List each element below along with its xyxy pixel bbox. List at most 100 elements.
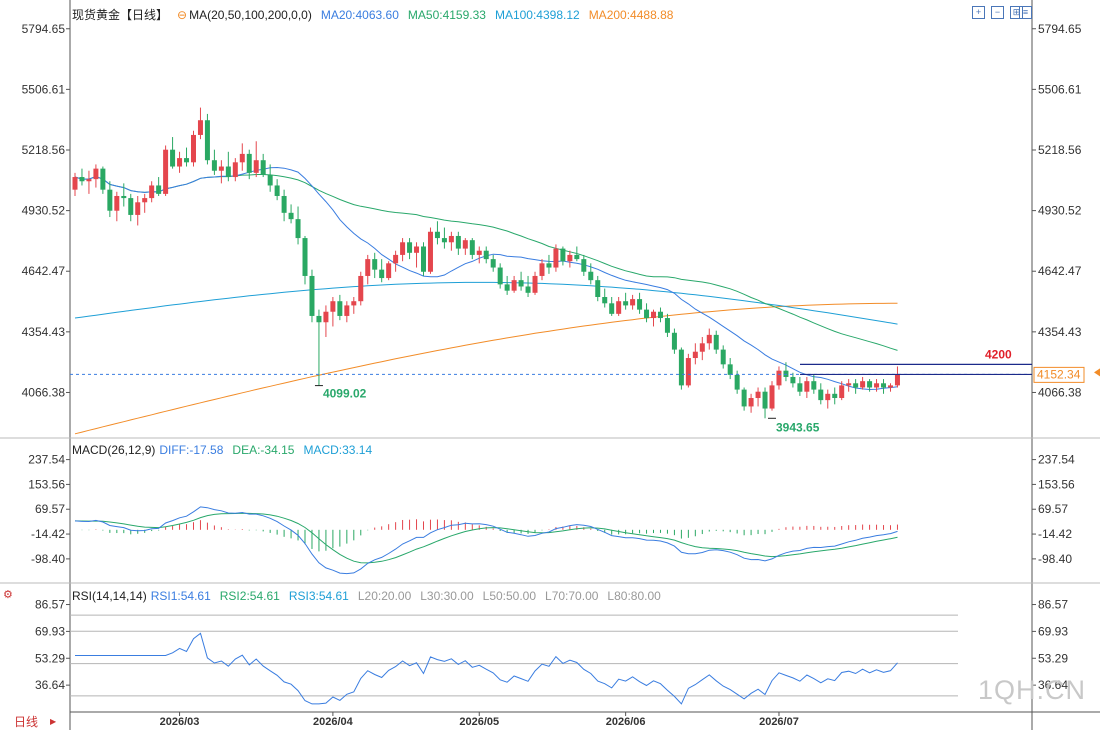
period-selector[interactable]: 日线 ▶ — [0, 713, 72, 730]
candle-body — [142, 198, 148, 203]
candle-body — [93, 168, 99, 180]
candle-body — [539, 263, 545, 276]
candle-body — [107, 189, 113, 211]
rsi-title: RSI(14,14,14) — [72, 589, 147, 603]
candle-body — [734, 374, 740, 390]
rsi-tick-label-left: 69.93 — [35, 624, 65, 638]
dropdown-icon: ▶ — [50, 717, 57, 726]
candle-body — [678, 349, 684, 386]
low-annotation-1: 4099.02 — [323, 387, 367, 401]
rsi-l70-label: L70:70.00 — [545, 589, 599, 603]
candle-body — [595, 280, 601, 297]
macd-tick-label-left: -14.42 — [31, 527, 65, 541]
candle-body — [546, 263, 552, 268]
ma100-line — [74, 281, 898, 325]
candle-body — [337, 301, 343, 316]
candle-body — [100, 168, 106, 190]
candle-body — [358, 275, 364, 302]
rsi-line — [75, 632, 898, 705]
x-tick-label: 2026/03 — [160, 716, 200, 728]
candle-body — [560, 248, 566, 262]
candle-body — [692, 351, 698, 359]
ma200-line — [74, 302, 898, 435]
candle-body — [637, 299, 643, 310]
candle-body — [170, 149, 176, 167]
candle-body — [894, 374, 900, 386]
candle-body — [197, 120, 203, 135]
candle-body — [351, 301, 357, 306]
x-tick-label: 2026/04 — [313, 716, 354, 728]
candle-body — [414, 246, 420, 253]
zoom-in-icon[interactable]: + — [972, 6, 985, 19]
macd-tick-label-right: 153.56 — [1038, 477, 1075, 491]
candle-body — [818, 389, 824, 401]
candle-body — [86, 179, 92, 182]
settings-icon[interactable]: ≡ — [1019, 6, 1032, 19]
candle-body — [253, 160, 259, 173]
candle-body — [239, 153, 245, 163]
macd-tick-label-left: 153.56 — [28, 477, 65, 491]
low-annotation-2: 3943.65 — [776, 420, 820, 434]
candle-body — [867, 381, 873, 388]
candle-body — [755, 391, 761, 399]
fit-icon[interactable]: ⊞ — [1010, 6, 1023, 19]
candle-body — [232, 162, 238, 178]
candle-body — [699, 343, 705, 352]
candle-body — [260, 160, 266, 175]
candle-body — [455, 235, 461, 249]
candle-body — [713, 334, 719, 350]
candle-body — [344, 305, 350, 316]
macd-diff-line — [74, 506, 898, 575]
candle-body — [762, 391, 768, 409]
ma100-label: MA100:4398.12 — [494, 8, 580, 22]
candle-body — [156, 185, 162, 194]
candle-body — [581, 259, 587, 272]
candle-body — [804, 381, 810, 392]
candle-body — [218, 166, 224, 171]
candle-body — [846, 383, 852, 386]
candle-body — [490, 259, 496, 268]
candle-body — [379, 269, 385, 279]
candle-body — [448, 235, 454, 243]
candle-body — [630, 299, 636, 306]
candle-body — [72, 177, 78, 190]
candle-body — [177, 158, 183, 167]
candle-body — [281, 195, 287, 213]
y-tick-label-right: 5506.61 — [1038, 82, 1082, 96]
candle-body — [504, 284, 510, 291]
candle-body — [323, 311, 329, 323]
candle-body — [887, 385, 893, 388]
zoom-out-icon[interactable]: − — [991, 6, 1004, 19]
candle-body — [121, 195, 127, 199]
y-tick-label-right: 4066.38 — [1038, 385, 1082, 399]
ma200-label: MA200:4488.88 — [588, 8, 674, 22]
candle-body — [588, 271, 594, 281]
candle-body — [365, 259, 371, 276]
rsi-l20-label: L20:20.00 — [357, 589, 412, 603]
macd-tick-label-right: -98.40 — [1038, 552, 1072, 566]
sync-icon[interactable]: ⊖ — [177, 8, 188, 22]
rsi-tick-label-right: 69.93 — [1038, 624, 1068, 638]
candle-body — [393, 254, 399, 264]
ma50-label: MA50:4159.33 — [407, 8, 486, 22]
instrument-title: 现货黄金【日线】 — [72, 8, 169, 22]
candle-body — [874, 383, 880, 388]
candle-body — [400, 242, 406, 255]
candle-body — [706, 334, 712, 344]
y-tick-label-left: 5218.56 — [22, 143, 66, 157]
candle-body — [839, 385, 845, 399]
candle-body — [741, 389, 747, 407]
x-tick-label: 2026/06 — [606, 716, 646, 728]
candle-body — [295, 219, 301, 239]
candle-body — [685, 358, 691, 386]
candle-body — [783, 370, 789, 377]
rsi-l80-label: L80:80.00 — [607, 589, 661, 603]
candle-body — [574, 254, 580, 260]
y-tick-label-right: 4642.47 — [1038, 264, 1082, 278]
candle-body — [128, 198, 134, 215]
rsi-settings-icon[interactable]: ⚙ — [3, 589, 13, 601]
candle-body — [316, 315, 322, 323]
candle-body — [497, 267, 503, 285]
candle-body — [246, 153, 252, 173]
rsi2-label: RSI2:54.61 — [219, 589, 280, 603]
